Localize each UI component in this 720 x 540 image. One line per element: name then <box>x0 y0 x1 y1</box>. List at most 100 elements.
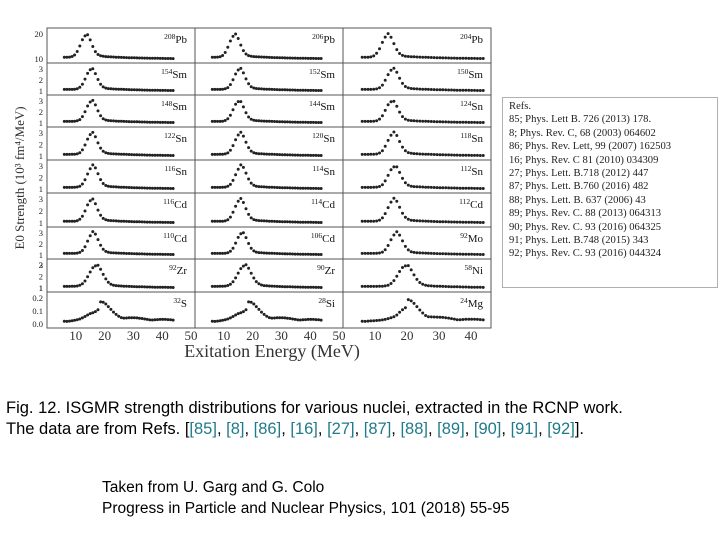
data-point <box>386 317 390 321</box>
data-point <box>398 76 402 80</box>
data-point <box>249 85 253 89</box>
data-point <box>231 78 235 82</box>
caption-ref-link[interactable]: [91] <box>510 420 539 438</box>
data-point <box>140 317 144 320</box>
data-point <box>68 251 71 255</box>
data-point <box>452 285 456 289</box>
data-point <box>117 87 121 91</box>
data-point <box>125 120 128 123</box>
data-point <box>226 251 230 255</box>
panel-116Sn: 116Sn <box>62 163 187 190</box>
data-point <box>403 181 407 185</box>
data-point <box>210 119 214 123</box>
data-point <box>421 251 425 255</box>
data-point <box>106 184 110 188</box>
data-point <box>119 185 123 189</box>
data-point <box>226 117 230 121</box>
data-point <box>153 285 157 289</box>
panel-32S: 32S <box>62 296 187 323</box>
y-tick-label: 2 <box>39 75 43 85</box>
data-point <box>109 185 113 189</box>
caption-ref-link[interactable]: [89] <box>437 420 465 438</box>
data-point <box>130 120 134 124</box>
data-point <box>450 252 453 256</box>
data-point <box>306 252 310 256</box>
data-point <box>296 220 300 224</box>
caption-ref-link[interactable]: [90] <box>473 420 502 438</box>
data-point <box>375 284 379 288</box>
data-point <box>304 153 308 157</box>
data-point <box>93 103 97 107</box>
data-point <box>278 220 282 224</box>
caption-ref-link[interactable]: [27] <box>327 420 355 438</box>
data-point <box>234 138 238 142</box>
data-point <box>114 119 118 123</box>
data-point <box>171 89 175 92</box>
data-point <box>65 284 69 288</box>
data-point <box>93 135 97 139</box>
element-symbol: Sm <box>320 101 335 113</box>
data-point <box>252 249 256 253</box>
data-point <box>119 87 123 91</box>
data-point <box>231 246 235 250</box>
data-point <box>306 285 310 289</box>
data-point <box>93 72 97 76</box>
caption-ref-link[interactable]: [88] <box>400 420 428 438</box>
data-point <box>429 185 433 189</box>
data-point <box>88 270 92 274</box>
data-point <box>267 87 271 91</box>
caption-ref-link[interactable]: [92] <box>547 420 575 438</box>
data-point <box>73 318 77 322</box>
data-point <box>447 285 451 289</box>
data-point <box>314 89 318 92</box>
caption-ref-link[interactable]: [16] <box>290 420 318 438</box>
data-point <box>398 140 402 143</box>
mass-number: 152 <box>309 67 321 76</box>
data-point <box>223 87 227 91</box>
data-point <box>418 185 422 189</box>
caption-ref-link[interactable]: [87] <box>363 420 392 438</box>
data-point <box>301 153 305 157</box>
data-point <box>441 252 445 256</box>
nucleus-label: 150Sm <box>457 67 483 81</box>
data-point <box>234 32 238 36</box>
data-point <box>150 252 154 256</box>
data-point <box>401 239 404 243</box>
data-point <box>78 283 82 287</box>
data-point <box>363 185 367 189</box>
data-point <box>158 285 162 289</box>
data-point <box>104 277 108 281</box>
data-point <box>296 56 300 60</box>
data-point <box>210 185 214 189</box>
panel-58Ni: 58Ni <box>360 263 485 289</box>
data-point <box>438 284 442 288</box>
data-point <box>254 218 258 222</box>
data-point <box>65 185 69 189</box>
data-point <box>267 316 271 320</box>
caption-ref-link[interactable]: [8] <box>226 420 245 438</box>
data-point <box>288 220 292 224</box>
data-point <box>65 119 69 123</box>
mass-number: 206 <box>312 32 324 41</box>
data-point <box>161 220 165 224</box>
nucleus-label: 106Cd <box>311 231 336 245</box>
data-point <box>273 316 276 320</box>
data-point <box>148 56 152 60</box>
data-point <box>249 181 253 185</box>
caption-ref-link[interactable]: [85] <box>189 420 217 438</box>
ref-line: 88; Phys. Lett. B. 637 (2006) 43 <box>509 194 646 206</box>
data-point <box>171 286 175 289</box>
credit-line-1: Taken from U. Garg and G. Colo <box>102 479 325 496</box>
data-point <box>252 276 256 280</box>
data-point <box>415 219 419 223</box>
data-point <box>424 251 428 255</box>
data-point <box>412 152 416 156</box>
data-point <box>234 241 238 245</box>
data-point <box>401 145 404 149</box>
data-point <box>127 186 131 189</box>
data-point <box>132 186 136 190</box>
data-point <box>418 251 422 255</box>
data-point <box>96 238 100 242</box>
caption-ref-link[interactable]: [86] <box>253 420 282 438</box>
data-point <box>475 220 479 224</box>
